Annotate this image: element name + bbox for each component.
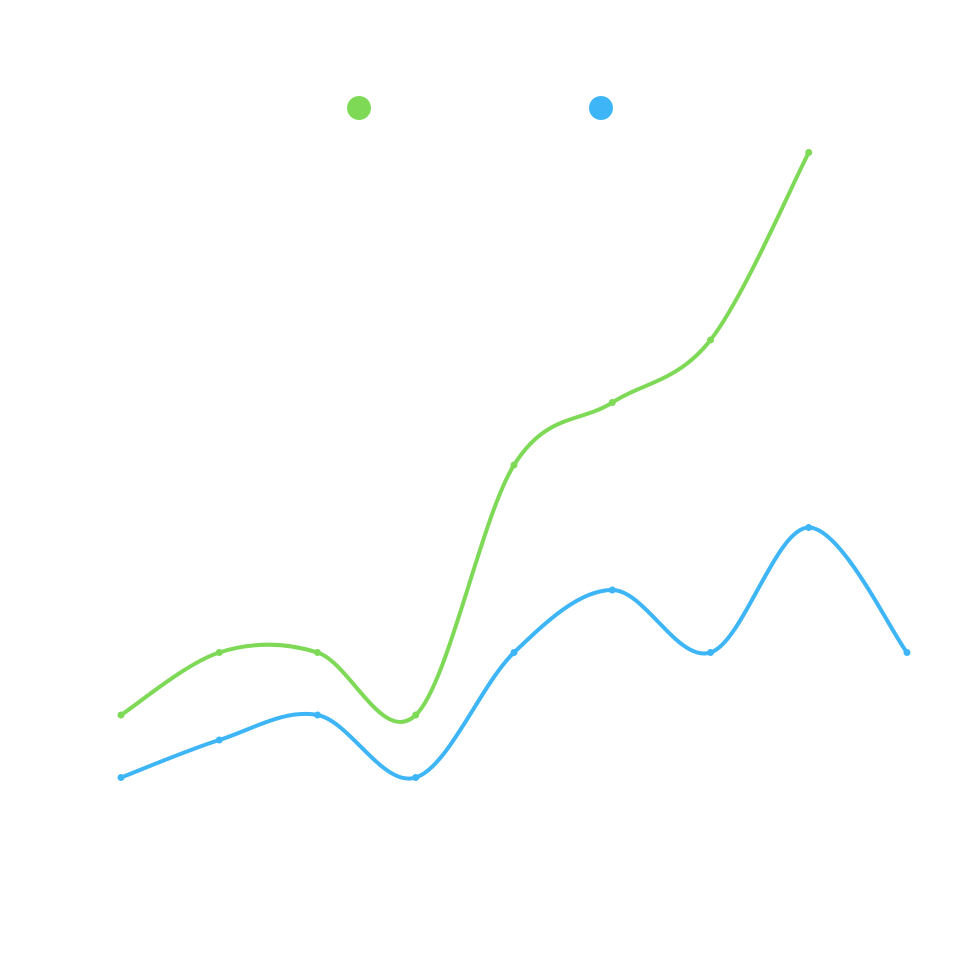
data-point (215, 649, 223, 656)
data-point (314, 711, 321, 719)
data-point (510, 649, 518, 656)
data-point (608, 586, 616, 594)
legend-marker (589, 96, 613, 120)
data-point (215, 736, 223, 744)
data-point (707, 649, 714, 656)
data-point (608, 399, 616, 406)
data-point (314, 649, 321, 656)
series-line (119, 150, 811, 724)
series-line (119, 525, 909, 781)
data-point (805, 149, 813, 156)
data-point (903, 649, 911, 656)
data-point (412, 711, 420, 719)
legend-marker (347, 96, 371, 120)
data-point (117, 774, 125, 781)
data-point (707, 336, 714, 344)
data-point (117, 711, 125, 719)
data-point (412, 774, 420, 781)
data-point (805, 524, 813, 531)
data-point (510, 461, 518, 469)
